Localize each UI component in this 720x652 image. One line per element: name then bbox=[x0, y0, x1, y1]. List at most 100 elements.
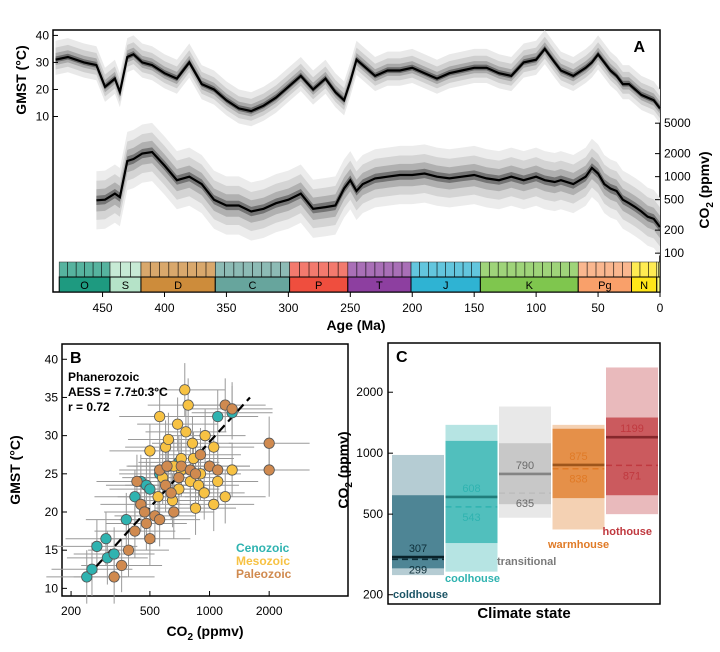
mesozoic-point bbox=[180, 426, 192, 438]
age-tick-label: 250 bbox=[340, 301, 360, 315]
age-axis-label: Age (Ma) bbox=[326, 317, 385, 333]
age-tick-label: 0 bbox=[657, 301, 664, 315]
period-box-Q bbox=[656, 276, 661, 293]
mesozoic-point bbox=[152, 491, 164, 503]
paleozoic-point bbox=[168, 506, 180, 518]
climate-state-axis-label: Climate state bbox=[477, 605, 570, 622]
mesozoic-point bbox=[219, 491, 231, 503]
gmst-tick-label: 40 bbox=[45, 352, 59, 366]
paleozoic-point bbox=[108, 571, 120, 583]
mesozoic-point bbox=[198, 487, 210, 499]
mesozoic-point bbox=[162, 433, 175, 446]
co2-axis-label-part: (ppmv) bbox=[193, 623, 244, 639]
gmst-tick-label: 20 bbox=[45, 505, 59, 519]
co2-tick-label: 1000 bbox=[664, 170, 691, 184]
paleozoic-point bbox=[161, 460, 173, 472]
hothouse-inner-range bbox=[606, 417, 658, 496]
transitional-median-label-a: 790 bbox=[516, 460, 534, 472]
mesozoic-point bbox=[226, 464, 238, 476]
co2-axis-label: CO2 (ppmv) bbox=[166, 623, 243, 643]
gmst-tick-label: 35 bbox=[45, 390, 59, 404]
coolhouse-median-label-a: 608 bbox=[462, 483, 480, 495]
co2-axis-label-subscript: 2 bbox=[344, 482, 355, 488]
age-tick-label: 450 bbox=[93, 301, 113, 315]
gmst-tick-label: 10 bbox=[45, 581, 59, 595]
age-tick-label: 100 bbox=[526, 301, 546, 315]
co2-tick-label: 1000 bbox=[356, 446, 383, 460]
gmst-tick-label: 10 bbox=[36, 109, 50, 123]
age-tick-label: 150 bbox=[464, 301, 484, 315]
mesozoic-point bbox=[208, 498, 220, 510]
paleozoic-point bbox=[129, 525, 141, 537]
age-tick-label: 350 bbox=[216, 301, 236, 315]
panel-a-letter: A bbox=[633, 39, 645, 56]
age-tick-label: 50 bbox=[591, 301, 605, 315]
period-label-P: P bbox=[315, 280, 322, 292]
co2-tick-label: 2000 bbox=[256, 604, 283, 618]
co2-uncertainty-band-3 bbox=[96, 140, 660, 239]
hothouse-median-label-a: 1199 bbox=[620, 423, 644, 435]
mesozoic-point bbox=[179, 384, 191, 396]
co2-axis-label: CO2 (ppmv) bbox=[696, 151, 716, 228]
mesozoic-point bbox=[182, 399, 194, 411]
panel-c: 307 299 608 543 790 635 875 838 1199 871 coldhouse… bbox=[335, 342, 661, 622]
co2-tick-label: 500 bbox=[664, 193, 684, 207]
co2-median-line bbox=[96, 150, 661, 228]
paleozoic-point bbox=[263, 437, 275, 449]
co2-axis-label: CO2 (ppmv) bbox=[335, 431, 355, 508]
period-label-T: T bbox=[376, 280, 383, 292]
co2-tick-label: 100 bbox=[664, 246, 684, 260]
coldhouse-median-label-b: 299 bbox=[409, 564, 427, 576]
regression-fit-line bbox=[85, 396, 251, 578]
cenozoic-point bbox=[100, 533, 112, 545]
mesozoic-point bbox=[208, 441, 220, 453]
stage-strip-S bbox=[109, 261, 142, 278]
paleozoic-point bbox=[212, 464, 224, 476]
paleozoic-point bbox=[165, 487, 177, 499]
period-label-J: J bbox=[443, 280, 449, 292]
cenozoic-point bbox=[81, 571, 93, 583]
transitional-state-label: transitional bbox=[497, 556, 556, 568]
co2-axis-label-subscript: 2 bbox=[187, 632, 193, 643]
period-label-Pg: Pg bbox=[598, 280, 611, 292]
co2-tick-label: 1000 bbox=[196, 604, 223, 618]
hothouse-median-label-b: 871 bbox=[623, 470, 641, 482]
legend-mesozoic: Mesozoic bbox=[236, 554, 290, 568]
paleozoic-point bbox=[116, 559, 128, 572]
period-label-N: N bbox=[640, 280, 648, 292]
co2-axis-label-part: CO bbox=[166, 623, 187, 639]
mesozoic-point bbox=[144, 445, 156, 457]
gmst-tick-label: 40 bbox=[36, 28, 50, 42]
co2-axis-label-part: (ppmv) bbox=[696, 151, 712, 202]
paleozoic-point bbox=[194, 449, 207, 461]
mesozoic-point bbox=[154, 410, 166, 423]
warmhouse-inner-range bbox=[552, 428, 605, 499]
mesozoic-point bbox=[212, 475, 224, 488]
period-label-S: S bbox=[122, 280, 129, 292]
paleozoic-point bbox=[226, 403, 238, 415]
gmst-median-line bbox=[55, 47, 661, 113]
panel-c-frame bbox=[387, 342, 661, 605]
gmst-tick-label: 25 bbox=[45, 467, 59, 481]
co2-uncertainty-band-4 bbox=[96, 147, 660, 232]
cenozoic-point bbox=[91, 540, 103, 552]
paleozoic-point bbox=[140, 517, 152, 530]
gmst-tick-label: 15 bbox=[45, 543, 59, 557]
co2-tick-label: 500 bbox=[363, 507, 383, 521]
paleozoic-point bbox=[131, 475, 143, 488]
panel-b-letter: B bbox=[70, 350, 82, 367]
paleozoic-point bbox=[159, 479, 172, 491]
legend-cenozoic: Cenozoic bbox=[236, 541, 290, 555]
paleozoic-point bbox=[173, 472, 185, 484]
period-label-K: K bbox=[526, 280, 534, 292]
paleozoic-point bbox=[144, 533, 156, 545]
annotation-line-2: AESS = 7.7±0.3°C bbox=[68, 385, 168, 399]
gmst-tick-label: 30 bbox=[36, 55, 50, 69]
age-tick-label: 300 bbox=[278, 301, 298, 315]
panel-b-frame bbox=[61, 343, 349, 597]
coolhouse-median-label-b: 543 bbox=[462, 512, 480, 524]
co2-tick-label: 2000 bbox=[664, 147, 691, 161]
cenozoic-point bbox=[108, 548, 120, 560]
cenozoic-point bbox=[212, 410, 224, 423]
